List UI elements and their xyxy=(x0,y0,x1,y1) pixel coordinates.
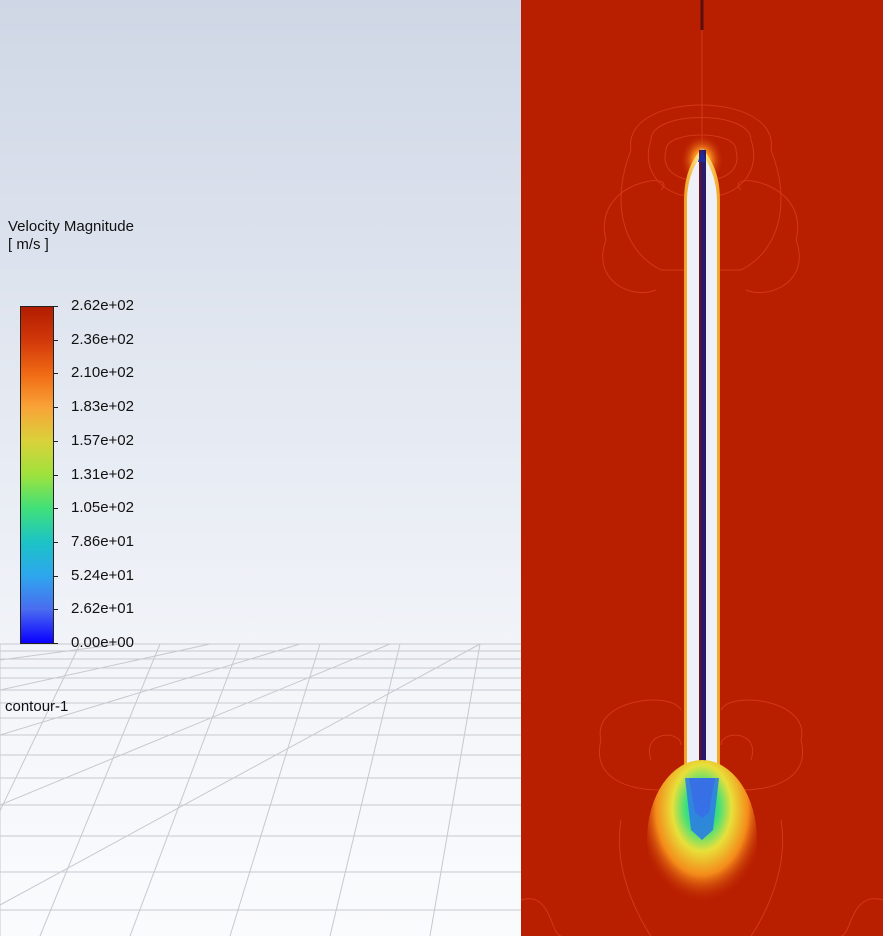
tick-mark xyxy=(53,407,58,409)
tick-label: 5.24e+01 xyxy=(71,566,134,584)
tick-mark xyxy=(53,373,58,375)
tick-mark xyxy=(53,306,58,307)
tick-mark xyxy=(53,643,58,644)
tick-mark xyxy=(53,575,58,577)
tick-mark xyxy=(53,339,58,341)
tick-label: 0.00e+00 xyxy=(71,634,134,651)
velocity-contour-plot xyxy=(521,0,883,936)
tick-label: 2.36e+02 xyxy=(71,330,134,348)
tick-mark xyxy=(53,508,58,510)
tick-mark xyxy=(53,440,58,442)
tick-label: 7.86e+01 xyxy=(71,532,134,550)
tick-label: 1.31e+02 xyxy=(71,465,134,483)
color-bar xyxy=(20,306,54,644)
legend-units: [ m/s ] xyxy=(8,236,49,253)
ground-grid xyxy=(0,643,521,936)
legend-quantity: Velocity Magnitude xyxy=(8,218,134,235)
tick-label: 1.05e+02 xyxy=(71,499,134,517)
tick-mark xyxy=(53,541,58,543)
tick-mark xyxy=(53,474,58,476)
tick-label: 2.62e+02 xyxy=(71,297,134,314)
tick-label: 2.10e+02 xyxy=(71,364,134,382)
legend-title: Velocity Magnitude [ m/s ] xyxy=(8,218,134,254)
tick-mark xyxy=(53,609,58,611)
contour-name-label: contour-1 xyxy=(5,698,69,715)
tick-label: 2.62e+01 xyxy=(71,600,134,618)
tick-label: 1.57e+02 xyxy=(71,431,134,449)
tick-label: 1.83e+02 xyxy=(71,398,134,416)
